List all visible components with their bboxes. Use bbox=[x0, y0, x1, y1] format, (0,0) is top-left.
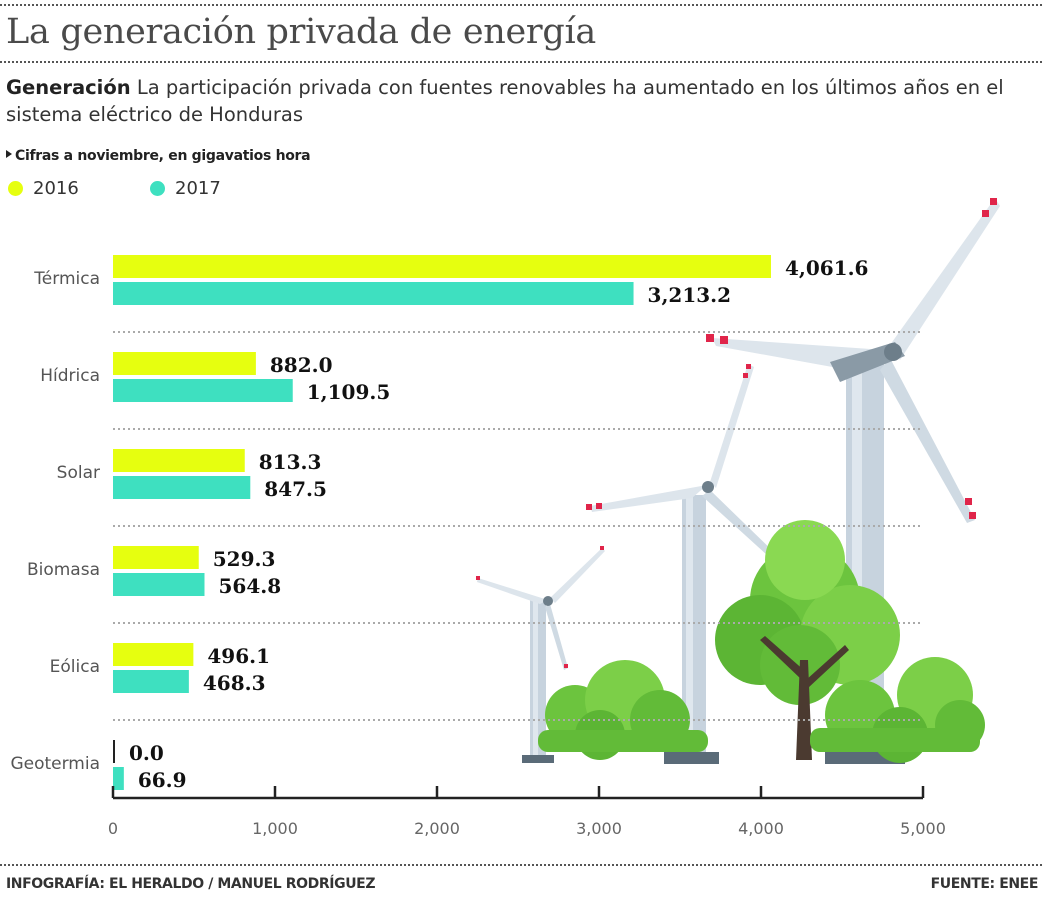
legend-item-2017: 2017 bbox=[150, 178, 221, 199]
subtitle-bold: Generación bbox=[6, 76, 131, 99]
credit: INFOGRAFÍA: EL HERALDO / MANUEL RODRÍGUE… bbox=[6, 876, 376, 892]
bush-right bbox=[810, 657, 985, 763]
subtitle-text: La participación privada con fuentes ren… bbox=[6, 76, 1004, 126]
value-label-hidrica-2016: 882.0 bbox=[270, 353, 333, 377]
bar-biomasa-2016 bbox=[113, 546, 199, 569]
triangle-icon bbox=[6, 150, 12, 158]
category-label-geotermia: Geotermia bbox=[10, 754, 100, 774]
bar-hidrica-2016 bbox=[113, 352, 256, 375]
bar-termica-2016 bbox=[113, 255, 771, 278]
value-label-solar-2017: 847.5 bbox=[264, 477, 327, 501]
legend-dot-2016 bbox=[8, 181, 23, 196]
value-label-termica-2017: 3,213.2 bbox=[648, 283, 732, 307]
category-label-termica: Térmica bbox=[33, 269, 100, 289]
page-title: La generación privada de energía bbox=[6, 12, 596, 52]
bar-solar-2017 bbox=[113, 476, 251, 499]
bars: Térmica 4,061.6 3,213.2 Hídrica 882.0 1,109.5… bbox=[10, 255, 868, 792]
bar-hidrica-2017 bbox=[113, 379, 293, 402]
footer-divider bbox=[0, 864, 1042, 866]
value-label-biomasa-2016: 529.3 bbox=[213, 547, 276, 571]
title-divider bbox=[0, 61, 1042, 63]
x-tick-label: 1,000 bbox=[252, 819, 298, 838]
x-tick-label: 4,000 bbox=[738, 819, 784, 838]
category-label-hidrica: Hídrica bbox=[40, 366, 100, 386]
units-note-text: Cifras a noviembre, en gigavatios hora bbox=[15, 148, 311, 164]
subtitle: Generación La participación privada con … bbox=[6, 74, 1036, 128]
source: FUENTE: ENEE bbox=[930, 876, 1039, 892]
bar-eolica-2017 bbox=[113, 670, 189, 693]
value-label-hidrica-2017: 1,109.5 bbox=[307, 380, 391, 404]
tree-large bbox=[715, 520, 900, 760]
legend-item-2016: 2016 bbox=[8, 178, 79, 199]
legend-label-2016: 2016 bbox=[33, 178, 79, 199]
x-axis: 0 1,000 2,000 3,000 4,000 5,000 bbox=[108, 786, 946, 838]
value-label-geotermia-2017: 66.9 bbox=[138, 768, 187, 792]
value-label-eolica-2017: 468.3 bbox=[203, 671, 266, 695]
bar-geotermia-2016 bbox=[113, 740, 115, 763]
x-tick-label: 5,000 bbox=[900, 819, 946, 838]
legend-dot-2017 bbox=[150, 181, 165, 196]
x-tick-label: 3,000 bbox=[576, 819, 622, 838]
bar-termica-2017 bbox=[113, 282, 634, 305]
value-label-geotermia-2016: 0.0 bbox=[129, 741, 164, 765]
top-divider bbox=[0, 4, 1042, 6]
legend-label-2017: 2017 bbox=[175, 178, 221, 199]
units-note: Cifras a noviembre, en gigavatios hora bbox=[6, 148, 311, 164]
value-label-biomasa-2017: 564.8 bbox=[218, 574, 281, 598]
bar-eolica-2016 bbox=[113, 643, 194, 666]
value-label-eolica-2016: 496.1 bbox=[207, 644, 270, 668]
bar-biomasa-2017 bbox=[113, 573, 205, 596]
bar-geotermia-2017 bbox=[113, 767, 124, 790]
wind-turbine-illustration bbox=[476, 198, 1000, 764]
category-label-solar: Solar bbox=[57, 463, 100, 483]
category-label-eolica: Eólica bbox=[50, 657, 100, 677]
x-tick-label: 2,000 bbox=[414, 819, 460, 838]
value-label-solar-2016: 813.3 bbox=[259, 450, 322, 474]
category-label-biomasa: Biomasa bbox=[27, 560, 100, 580]
bar-solar-2016 bbox=[113, 449, 245, 472]
row-separators bbox=[113, 331, 923, 721]
value-label-termica-2016: 4,061.6 bbox=[785, 256, 869, 280]
wind-turbine-medium bbox=[586, 364, 782, 764]
x-tick-label: 0 bbox=[108, 819, 118, 838]
